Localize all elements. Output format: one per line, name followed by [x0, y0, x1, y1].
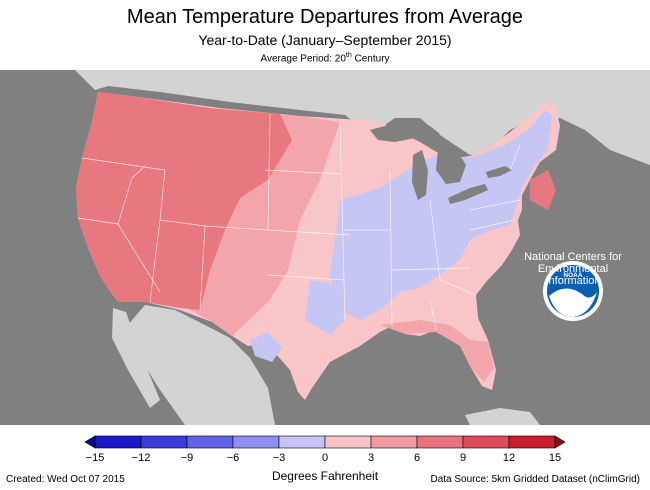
noaa-logo: NOAA: [543, 261, 603, 321]
legend-tick-label: 0: [321, 452, 329, 464]
map-subtitle: Year-to-Date (January–September 2015): [198, 32, 452, 48]
agency-line-1: National Centers for: [524, 251, 622, 263]
color-legend-segments: [84, 435, 566, 449]
legend-swatch: [462, 435, 510, 449]
legend-tick-label: 9: [459, 452, 467, 464]
moderate-warm-region-south: [380, 320, 494, 382]
noaa-logo-bird: [549, 288, 597, 317]
legend-swatch: [416, 435, 464, 449]
strong-warm-region: [76, 92, 292, 310]
map-title: Mean Temperature Departures from Average: [126, 6, 524, 28]
legend-overflow-arrow: [554, 435, 566, 449]
state-boundaries: [77, 113, 521, 331]
agency-line-3: Information: [545, 275, 601, 287]
cool-region-south: [305, 280, 345, 335]
lake-michigan: [412, 150, 428, 200]
color-legend: [84, 435, 566, 449]
legend-tick-label: −15: [85, 452, 105, 464]
legend-swatch: [94, 435, 142, 449]
lake-superior: [370, 122, 440, 142]
average-period-tail: Century: [351, 53, 390, 65]
cuba-landmass: [465, 408, 540, 425]
legend-tick-label: −6: [226, 452, 240, 464]
temperature-map: NOAA: [0, 70, 650, 425]
lake-huron: [436, 150, 466, 184]
lake-ontario: [486, 166, 512, 178]
legend-tick-label: 12: [502, 452, 516, 464]
legend-swatch: [278, 435, 326, 449]
created-date: Created: Wed Oct 07 2015: [6, 474, 125, 485]
legend-tick-label: −12: [131, 452, 151, 464]
average-period-superscript: th: [345, 52, 352, 59]
legend-swatch: [186, 435, 234, 449]
data-source: Data Source: 5km Gridded Dataset (nClimG…: [430, 474, 640, 485]
legend-swatch: [508, 435, 556, 449]
legend-tick-label: 3: [367, 452, 375, 464]
legend-units: Degrees Fahrenheit: [271, 469, 379, 483]
legend-tick-label: 15: [548, 452, 562, 464]
agency-line-2: Environmental: [537, 263, 609, 275]
canada-landmass: [75, 70, 650, 165]
legend-swatch: [370, 435, 418, 449]
legend-tick-label: 6: [413, 452, 421, 464]
legend-swatch: [232, 435, 280, 449]
legend-tick-label: −9: [180, 452, 194, 464]
noaa-logo-text: NOAA: [563, 272, 582, 279]
average-period-prefix: Average Period: 20: [260, 53, 346, 65]
legend-swatch: [140, 435, 188, 449]
legend-underflow-arrow: [84, 435, 96, 449]
mexico-landmass: [122, 305, 275, 425]
lake-erie: [448, 184, 488, 204]
cool-region-texas: [250, 332, 282, 362]
baja-landmass: [112, 308, 160, 408]
strong-warm-region-northeast: [530, 170, 556, 210]
cool-region: [330, 110, 552, 320]
legend-tick-label: −3: [272, 452, 286, 464]
average-period: Average Period: 20th Century: [0, 52, 650, 64]
legend-swatch: [324, 435, 372, 449]
